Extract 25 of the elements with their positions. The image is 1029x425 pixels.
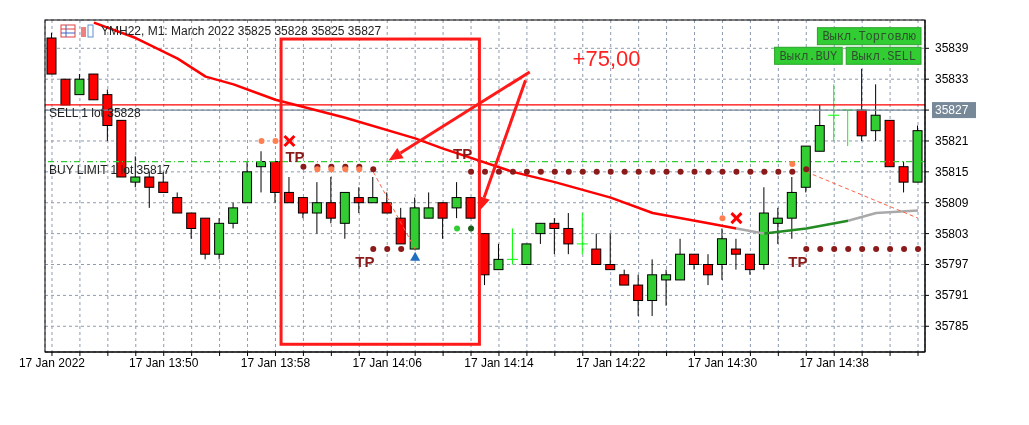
y-tick-label: 35839 <box>935 41 969 56</box>
annotation: Выкл.BUY <box>779 49 838 64</box>
x-tick-label: 17 Jan 13:58 <box>240 355 311 370</box>
annotation: TP <box>355 253 375 271</box>
annotation: +75,00 <box>572 46 641 72</box>
x-tick-label: 17 Jan 14:14 <box>464 355 534 370</box>
y-tick-label: 35827 <box>935 103 969 118</box>
annotation: Выкл.Торговлю <box>822 30 917 45</box>
y-tick-label: 35785 <box>935 319 969 334</box>
y-tick-label: 35815 <box>935 164 969 179</box>
y-tick-label: 35833 <box>935 72 969 87</box>
annotation: Выкл.SELL <box>851 49 917 64</box>
x-tick-label: 17 Jan 14:06 <box>352 355 423 370</box>
y-tick-label: 35791 <box>935 288 969 303</box>
x-tick-label: 17 Jan 14:22 <box>576 355 646 370</box>
x-tick-label: 17 Jan 14:30 <box>687 355 758 370</box>
y-tick-label: 35803 <box>935 226 969 241</box>
annotation: TP <box>285 147 305 165</box>
y-tick-label: 35821 <box>935 133 969 148</box>
x-tick-label: 17 Jan 14:38 <box>799 355 870 370</box>
y-tick-label: 35809 <box>935 195 969 210</box>
x-tick-label: 17 Jan 2022 <box>18 355 86 370</box>
y-tick-label: 35797 <box>935 257 969 272</box>
annotation: TP <box>788 253 808 271</box>
x-tick-label: 17 Jan 13:50 <box>129 355 199 370</box>
